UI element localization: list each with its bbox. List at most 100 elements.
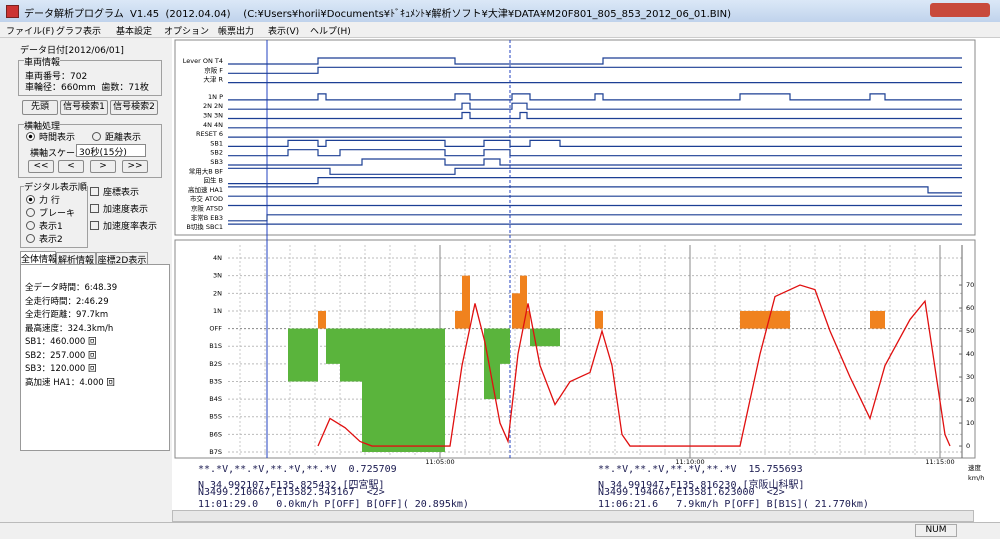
notch-bar: [288, 328, 318, 382]
menu-item[interactable]: 帳票出力: [218, 27, 255, 37]
signal-trace: [228, 186, 962, 194]
y2-tick-label: 30: [966, 373, 974, 381]
nav-button[interactable]: <: [58, 160, 84, 173]
info-line: 全データ時間：6:48.39: [25, 283, 118, 293]
info-line: 高加速 HA1：4.000 回: [25, 377, 115, 388]
notch-bar: [484, 328, 500, 400]
checkbox-label: 加速度表示: [103, 205, 149, 215]
radio[interactable]: 距離表示: [92, 130, 141, 143]
y2-tick-label: 0: [966, 442, 970, 450]
y-tick-label: B3S: [209, 377, 222, 385]
radio-label: 距離表示: [105, 133, 142, 143]
notch-bar: [870, 310, 885, 329]
menu-item[interactable]: グラフ表示: [56, 27, 102, 37]
cursor-line: N 34.992107,E135.825432,[四宮駅]: [198, 479, 385, 491]
info-line: SB1：460.000 回: [25, 337, 97, 347]
group-title: デジタル表示順: [24, 180, 87, 193]
signal-trace: [228, 158, 962, 166]
signal-trace: [228, 111, 962, 120]
signal-trace: [228, 177, 962, 185]
date-label: データ日付[2012/06/01]: [20, 46, 124, 56]
checkbox-label: 加速度率表示: [103, 222, 158, 232]
button[interactable]: 信号検索2: [110, 100, 158, 115]
signal-label: SB2: [210, 149, 223, 157]
nav-button[interactable]: >>: [122, 160, 148, 173]
info-line: SB3：120.000 回: [25, 364, 97, 374]
y2-axis-label: 速度: [968, 463, 982, 472]
radio[interactable]: 表示1: [26, 219, 63, 232]
x-tick-label: 11:15:00: [925, 458, 954, 466]
signal-label: B切換 SBC1: [186, 222, 223, 231]
y-tick-label: 2N: [213, 289, 222, 297]
checkbox[interactable]: 加速度率表示: [90, 219, 157, 232]
notch-bar: [595, 310, 603, 329]
signal-label: 1N P: [208, 93, 223, 101]
group-title: 横軸処理: [24, 119, 61, 132]
signal-label: 京阪 ATSD: [191, 204, 223, 213]
y-tick-label: B1S: [209, 342, 222, 350]
status-num: NUM: [915, 524, 957, 537]
tab[interactable]: 全体情報: [20, 251, 57, 265]
radio-label: 時間表示: [39, 133, 76, 143]
y-tick-label: 4N: [213, 254, 222, 262]
y2-axis-label: km/h: [968, 474, 984, 482]
radio[interactable]: 表示2: [26, 232, 63, 245]
cursor-line: 11:01:29.0 0.0km/h P[OFF] B[OFF]( 20.895…: [198, 498, 469, 510]
signal-trace: [228, 149, 962, 157]
y-tick-label: B5S: [209, 413, 222, 421]
notch-bar: [362, 328, 445, 453]
notch-bar: [740, 310, 790, 329]
notch-bar: [500, 328, 510, 364]
notch-bar: [512, 293, 520, 329]
radio[interactable]: 力 行: [26, 193, 60, 206]
signal-label: 京阪 F: [204, 65, 223, 74]
checkbox[interactable]: 加速度表示: [90, 202, 148, 215]
signal-label: 2N 2N: [203, 102, 223, 110]
signal-label: 市交 ATOD: [190, 194, 223, 203]
info-line: 全走行距離：97.7km: [25, 310, 109, 320]
button[interactable]: 先頭: [22, 100, 58, 115]
y-tick-label: OFF: [209, 325, 222, 333]
scrollbar[interactable]: [172, 510, 974, 522]
menu-item[interactable]: 基本設定: [116, 27, 153, 37]
cursor-line: **.*V,**.*V,**.*V,**.*V 0.725709: [198, 464, 397, 475]
y-tick-label: 1N: [213, 307, 222, 315]
cursor-line: N3499.194667,E13581.623000 <2>: [598, 487, 785, 498]
signal-trace: [228, 93, 962, 101]
axis-group: [18, 124, 162, 178]
radio-label: ブレーキ: [39, 209, 76, 219]
radio[interactable]: ブレーキ: [26, 206, 75, 219]
checkbox[interactable]: 座標表示: [90, 185, 139, 198]
scale-label: 横軸スケール: [30, 149, 85, 159]
info-line: SB2：257.000 回: [25, 350, 97, 361]
menu-bar: ファイル(F) グラフ表示 基本設定 オプション 帳票出力 表示(V) ヘルプ(H): [0, 22, 1000, 38]
menu-item[interactable]: ファイル(F): [6, 27, 55, 37]
scale-select[interactable]: 30秒(15分): [76, 144, 146, 158]
y-tick-label: B6S: [209, 430, 222, 438]
nav-button[interactable]: >: [90, 160, 116, 173]
signal-label: SB3: [210, 158, 223, 166]
menu-item[interactable]: ヘルプ(H): [310, 27, 351, 37]
button[interactable]: 信号検索1: [60, 100, 108, 115]
signal-label: 回生 B: [203, 176, 223, 185]
window-controls[interactable]: [930, 3, 990, 17]
notch-bar: [520, 275, 527, 329]
nav-button[interactable]: <<: [28, 160, 54, 173]
signal-label: Lever ON T4: [183, 57, 223, 65]
y2-tick-label: 60: [966, 304, 974, 312]
cursor-line: N 34.991947,E135.816230,[京阪山科駅]: [598, 479, 805, 491]
radio-label: 表示2: [39, 235, 63, 245]
y2-tick-label: 20: [966, 396, 974, 404]
signal-label: 常用大B BF: [189, 166, 223, 175]
info-line: 最高速度：324.3km/h: [25, 323, 114, 334]
signal-label: SB1: [210, 139, 223, 147]
radio[interactable]: 時間表示: [26, 130, 75, 143]
cursor-line: **.*V,**.*V,**.*V,**.*V 15.755693: [598, 464, 803, 475]
signal-label: 3N 3N: [203, 112, 223, 120]
menu-item[interactable]: オプション: [164, 27, 210, 37]
checkbox-label: 座標表示: [103, 188, 140, 198]
menu-item[interactable]: 表示(V): [268, 27, 300, 37]
y2-tick-label: 40: [966, 350, 974, 358]
